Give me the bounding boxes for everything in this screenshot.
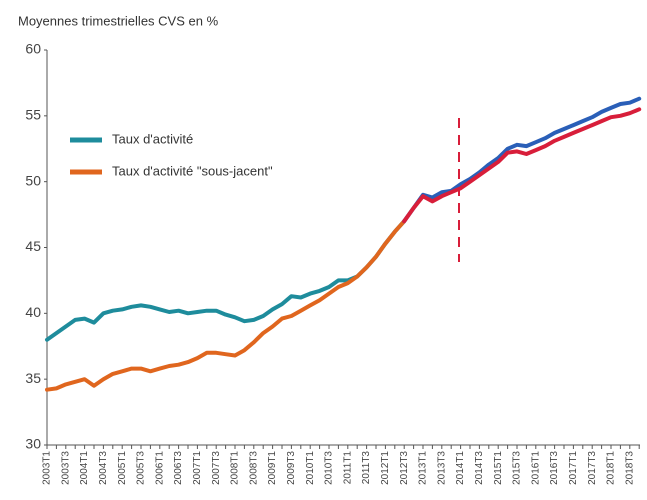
series-line xyxy=(402,107,642,224)
x-tick-label: 2013T3 xyxy=(436,451,447,485)
y-tick-label: 30 xyxy=(25,436,41,452)
x-tick-label: 2012T3 xyxy=(399,451,410,485)
x-tick-label: 2010T1 xyxy=(305,451,316,485)
legend-label: Taux d'activité xyxy=(112,131,193,146)
x-tick-label: 2009T1 xyxy=(267,451,278,485)
x-tick-label: 2014T3 xyxy=(474,451,485,485)
x-tick-label: 2015T3 xyxy=(512,451,523,485)
x-tick-label: 2011T1 xyxy=(342,451,353,485)
chart-title: Moyennes trimestrielles CVS en % xyxy=(18,13,219,28)
y-tick-label: 55 xyxy=(25,107,41,123)
x-tick-label: 2006T3 xyxy=(173,451,184,485)
x-tick-label: 2004T3 xyxy=(98,451,109,485)
x-tick-label: 2012T1 xyxy=(380,451,391,485)
x-tick-label: 2003T3 xyxy=(60,451,71,485)
x-tick-label: 2008T3 xyxy=(248,451,259,485)
legend: Taux d'activité Taux d'activité "sous-jac… xyxy=(70,131,273,178)
x-tick-label: 2010T3 xyxy=(324,451,335,485)
x-tick-label: 2014T1 xyxy=(455,451,466,485)
y-tick-label: 60 xyxy=(25,41,41,57)
y-tick-label: 50 xyxy=(25,172,41,188)
series-line xyxy=(45,219,407,392)
y-tick-label: 45 xyxy=(25,238,41,254)
x-tick-label: 2016T1 xyxy=(530,451,541,485)
legend-label: Taux d'activité "sous-jacent" xyxy=(112,163,273,178)
x-tick-label: 2016T3 xyxy=(549,451,560,485)
x-tick-label: 2013T1 xyxy=(418,451,429,485)
x-tick-label: 2007T3 xyxy=(211,451,222,485)
series-line xyxy=(402,96,642,224)
x-tick-label: 2008T1 xyxy=(230,451,241,485)
series-line xyxy=(45,219,407,342)
x-tick-label: 2007T1 xyxy=(192,451,203,485)
x-tick-label: 2006T1 xyxy=(154,451,165,485)
x-tick-label: 2017T1 xyxy=(568,451,579,485)
x-tick-label: 2005T1 xyxy=(117,451,128,485)
y-tick-label: 40 xyxy=(25,304,41,320)
x-tick-label: 2017T3 xyxy=(587,451,598,485)
x-tick-label: 2015T1 xyxy=(493,451,504,485)
x-tick-label: 2011T3 xyxy=(361,451,372,485)
x-tick-label: 2009T3 xyxy=(286,451,297,485)
x-tick-label: 2004T1 xyxy=(79,451,90,485)
y-tick-label: 35 xyxy=(25,370,41,386)
x-tick-label: 2018T3 xyxy=(624,451,635,485)
x-tick-label: 2018T1 xyxy=(606,451,617,485)
x-tick-label: 2005T3 xyxy=(136,451,147,485)
x-tick-label: 2003T1 xyxy=(42,451,53,485)
